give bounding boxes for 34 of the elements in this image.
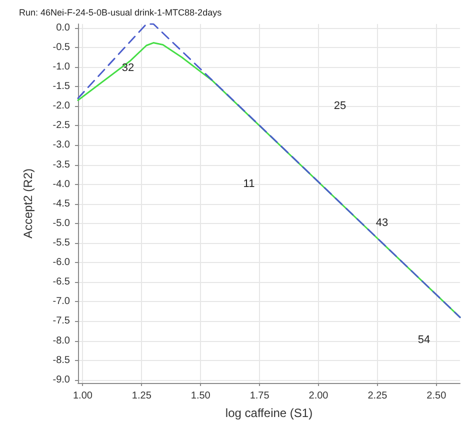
x-tick-label: 2.50 bbox=[426, 390, 447, 402]
chart-title: Run: 46Nei-F-24-5-0B-usual drink-1-MTC88-2days bbox=[19, 8, 222, 18]
y-tick-label: -6.0 bbox=[52, 257, 70, 268]
y-tick-label: -8.0 bbox=[52, 335, 70, 346]
y-tick-label: -3.5 bbox=[52, 159, 70, 170]
x-tick-label: 2.00 bbox=[308, 390, 329, 402]
y-tick-label: -2.0 bbox=[52, 100, 70, 112]
annotation: 25 bbox=[334, 100, 346, 112]
y-tick-label: -7.5 bbox=[52, 316, 70, 327]
x-tick-label: 1.50 bbox=[190, 390, 211, 402]
y-tick-label: -7.0 bbox=[52, 296, 70, 308]
annotation: 11 bbox=[243, 178, 255, 190]
y-tick-label: -5.5 bbox=[52, 238, 70, 248]
y-axis-title: Accept2 (R2) bbox=[21, 168, 35, 239]
y-tick-label: -8.5 bbox=[52, 354, 70, 366]
y-tick-label: -5.0 bbox=[52, 218, 70, 229]
y-tick-label: -6.5 bbox=[52, 276, 70, 288]
annotation: 54 bbox=[418, 334, 430, 346]
y-tick-label: -1.0 bbox=[52, 62, 70, 73]
x-tick-label: 2.25 bbox=[368, 390, 388, 402]
y-tick-label: -3.0 bbox=[52, 140, 70, 151]
x-axis-title: log caffeine (S1) bbox=[225, 406, 313, 420]
x-tick-label: 1.25 bbox=[132, 390, 152, 402]
y-tick-label: -4.5 bbox=[52, 198, 70, 210]
y-tick-label: -0.5 bbox=[52, 42, 70, 53]
y-tick-label: -9.0 bbox=[52, 374, 70, 386]
y-tick-label: -2.5 bbox=[52, 120, 70, 132]
annotation: 32 bbox=[122, 62, 134, 74]
x-tick-label: 1.00 bbox=[72, 390, 93, 402]
x-tick-label: 1.75 bbox=[250, 390, 270, 402]
y-tick-label: -1.5 bbox=[52, 81, 70, 92]
y-tick-label: 0.0 bbox=[56, 22, 70, 34]
y-tick-label: -4.0 bbox=[52, 178, 70, 190]
annotation: 43 bbox=[376, 217, 388, 229]
